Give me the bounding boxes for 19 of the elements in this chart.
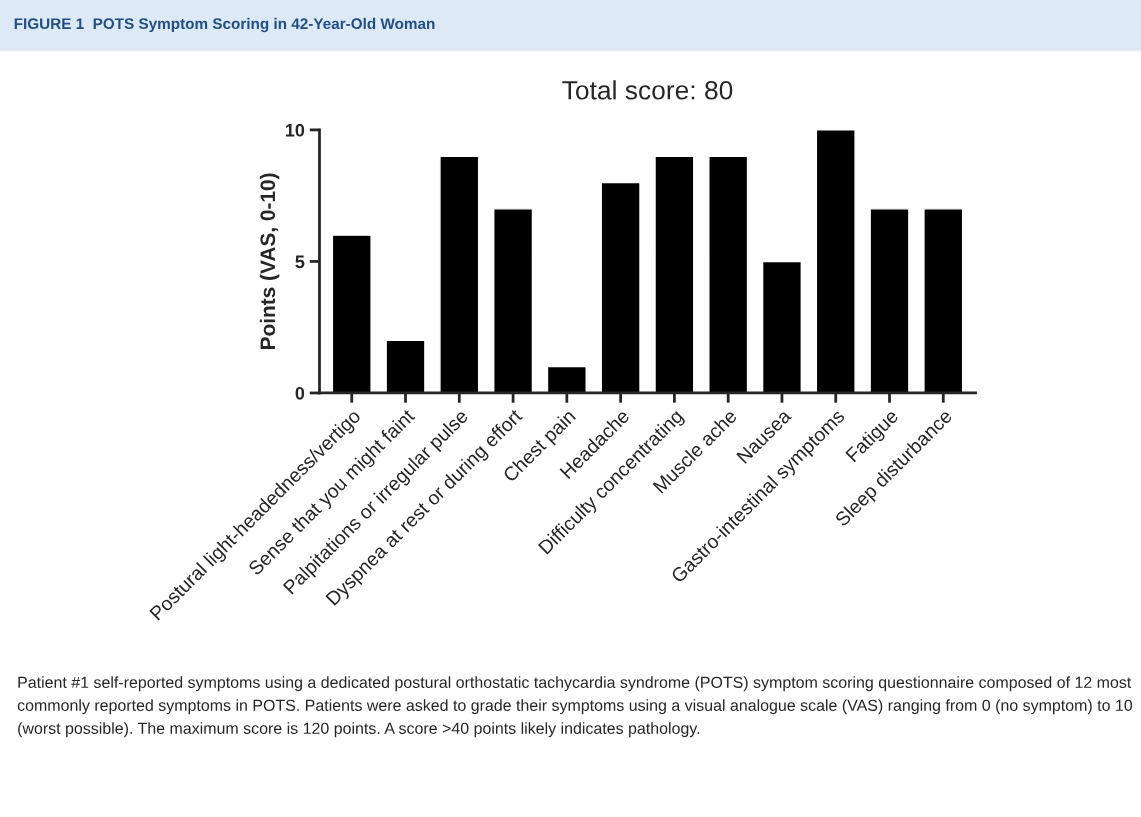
y-axis-title: Points (VAS, 0-10) xyxy=(259,173,280,349)
chart-title: FIGURE 1 POTS Symptom Scoring in 42-Year-Old Woman xyxy=(14,17,435,33)
y-tick-label: 0 xyxy=(295,386,305,400)
bar xyxy=(869,208,910,393)
y-tick-label: 5 xyxy=(295,255,305,269)
bar xyxy=(493,208,534,393)
bar xyxy=(546,365,587,393)
chart-subtitle: Total score: 80 xyxy=(562,80,733,100)
bar xyxy=(439,155,480,393)
bar xyxy=(331,234,372,393)
bar xyxy=(761,260,803,393)
bar xyxy=(815,129,856,393)
bar xyxy=(923,208,964,393)
text: Patient #1 self-reported symptoms using a dedicated postural orthostatic tachycardia syndrome (POTS) symptom scoring questionnaire composed of 12 most commonly reported symptoms in POTS. Patients were asked to grade their symptoms using a visual analogue scale (VAS) ranging from 0 (no symptom) to 10 (worst possible). The maximum score is 120 points. A score >40 points likely indicates pathology. xyxy=(17,676,1133,738)
bar xyxy=(385,339,426,393)
bar xyxy=(600,181,641,393)
bar xyxy=(708,155,749,393)
y-tick-label: 10 xyxy=(285,123,305,137)
bar xyxy=(654,155,695,393)
